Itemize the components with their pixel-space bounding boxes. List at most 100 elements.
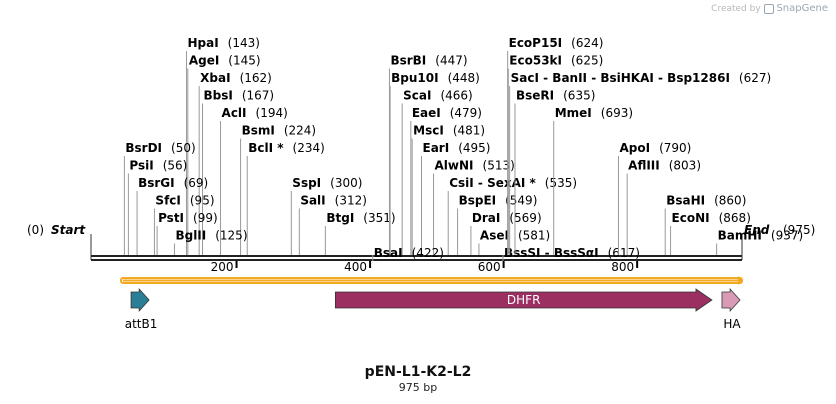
- site-name-bcli: BclI *: [248, 141, 284, 155]
- site-pos-bbsi: (167): [242, 89, 274, 103]
- site-pos-hpai: (143): [228, 36, 260, 50]
- feature-ha-arrow: [721, 287, 741, 313]
- site-name-msci: MscI: [413, 124, 444, 138]
- start-pos: (0): [27, 223, 44, 237]
- site-pos-mmei: (693): [601, 106, 633, 120]
- site-pos-ecop15i: (624): [571, 36, 603, 50]
- site-pos-bsrgi: (69): [184, 176, 209, 190]
- site-pos-bsssi-bsss-i: (617): [608, 246, 640, 260]
- site-pos-eco53ki: (625): [571, 54, 603, 68]
- site-pos-sali: (312): [335, 194, 367, 208]
- feature-attb1-arrow: [130, 287, 150, 313]
- feature-dhfr-label: DHFR: [507, 293, 541, 307]
- site-pos-sspi: (300): [330, 176, 362, 190]
- site-name-bseri: BseRI: [516, 89, 554, 103]
- site-name-btgi: BtgI: [326, 211, 354, 225]
- site-pos-afliii: (803): [669, 159, 701, 173]
- tick-label-400: 400: [344, 260, 367, 274]
- site-name-hpai: HpaI: [187, 36, 218, 50]
- site-name-bsahi: BsaHI: [666, 194, 705, 208]
- site-name-bpu10i: Bpu10I: [391, 71, 438, 85]
- site-name-econi: EcoNI: [672, 211, 710, 225]
- site-name-bsrgi: BsrGI: [138, 176, 175, 190]
- site-pos-bsmi: (224): [284, 124, 316, 138]
- feature-ha-label: HA: [723, 317, 741, 331]
- site-name-xbai: XbaI: [200, 71, 230, 85]
- plasmid-name: pEN-L1-K2-L2: [364, 364, 472, 380]
- site-pos-sfci: (95): [190, 194, 215, 208]
- site-pos-psii: (56): [163, 159, 188, 173]
- site-name-agei: AgeI: [189, 54, 219, 68]
- site-name-eco53ki: Eco53kI: [509, 54, 562, 68]
- site-pos-apoi: (790): [659, 141, 691, 155]
- orf-arrowhead: [738, 276, 743, 285]
- site-pos-bcli: (234): [293, 141, 325, 155]
- feature-attb1-label: attB1: [125, 317, 158, 331]
- end-pos: (975): [783, 223, 815, 237]
- watermark-brand: SnapGene: [776, 3, 828, 14]
- site-pos-bsai: (422): [412, 246, 444, 260]
- site-name-bsssi-bsss-i: BssSI - BssSαI: [504, 246, 599, 260]
- watermark-prefix: Created by: [711, 4, 761, 14]
- end-label: End: [744, 223, 770, 237]
- watermark: Created by SnapGene: [711, 3, 828, 14]
- site-name-bsrbi: BsrBI: [390, 54, 426, 68]
- site-name-csii-sexai: CsiI - SexAI *: [449, 176, 536, 190]
- site-name-psti: PstI: [158, 211, 184, 225]
- site-name-asei: AseI: [480, 229, 509, 243]
- tick-label-600: 600: [478, 260, 501, 274]
- start-label: Start: [51, 223, 86, 237]
- site-pos-bspei: (549): [505, 194, 537, 208]
- site-name-eari: EarI: [423, 141, 450, 155]
- site-name-psii: PsiI: [129, 159, 153, 173]
- site-pos-bpu10i: (448): [448, 71, 480, 85]
- site-pos-alwni: (513): [483, 159, 515, 173]
- site-name-mmei: MmeI: [555, 106, 592, 120]
- site-pos-btgi: (351): [363, 211, 395, 225]
- site-pos-bseri: (635): [563, 89, 595, 103]
- site-name-alwni: AlwNI: [435, 159, 474, 173]
- site-name-eaei: EaeI: [412, 106, 441, 120]
- site-name-acli: AclI: [222, 106, 247, 120]
- site-pos-asei: (581): [518, 229, 550, 243]
- site-pos-econi: (868): [719, 211, 751, 225]
- site-name-ecop15i: EcoP15I: [509, 36, 563, 50]
- site-pos-agei: (145): [228, 54, 260, 68]
- site-pos-msci: (481): [453, 124, 485, 138]
- tick-label-800: 800: [611, 260, 634, 274]
- site-name-bglii: BglII: [175, 229, 206, 243]
- site-name-bspei: BspEI: [459, 194, 497, 208]
- site-pos-bglii: (125): [215, 229, 247, 243]
- site-pos-eaei: (479): [450, 106, 482, 120]
- site-name-scai: ScaI: [403, 89, 431, 103]
- site-name-sspi: SspI: [292, 176, 321, 190]
- site-pos-acli: (194): [256, 106, 288, 120]
- site-name-sali: SalI: [300, 194, 325, 208]
- site-name-bsrdi: BsrDI: [125, 141, 162, 155]
- site-pos-eari: (495): [458, 141, 490, 155]
- site-name-apoi: ApoI: [619, 141, 650, 155]
- plasmid-length: 975 bp: [398, 381, 438, 394]
- site-name-bbsi: BbsI: [204, 89, 233, 103]
- site-name-bsai: BsaI: [374, 246, 403, 260]
- site-pos-csii-sexai: (535): [545, 176, 577, 190]
- site-pos-saci-banii-bsihkai-bsp1286i: (627): [739, 71, 771, 85]
- site-name-afliii: AflIII: [628, 159, 660, 173]
- site-pos-scai: (466): [440, 89, 472, 103]
- site-pos-xbai: (162): [240, 71, 272, 85]
- site-name-saci-banii-bsihkai-bsp1286i: SacI - BanII - BsiHKAI - Bsp1286I: [511, 71, 730, 85]
- site-name-sfci: SfcI: [155, 194, 180, 208]
- site-pos-bsrbi: (447): [435, 54, 467, 68]
- site-name-bamhi: BamHI: [718, 229, 762, 243]
- site-name-bsmi: BsmI: [242, 124, 275, 138]
- tick-label-200: 200: [211, 260, 234, 274]
- feature-dhfr-arrow: [334, 288, 713, 312]
- site-pos-drai: (569): [509, 211, 541, 225]
- site-pos-bsrdi: (50): [171, 141, 196, 155]
- site-name-drai: DraI: [472, 211, 500, 225]
- snapgene-logo-icon: [763, 3, 774, 14]
- site-pos-bamhi: (937): [771, 229, 803, 243]
- site-pos-bsahi: (860): [714, 194, 746, 208]
- site-pos-psti: (99): [193, 211, 218, 225]
